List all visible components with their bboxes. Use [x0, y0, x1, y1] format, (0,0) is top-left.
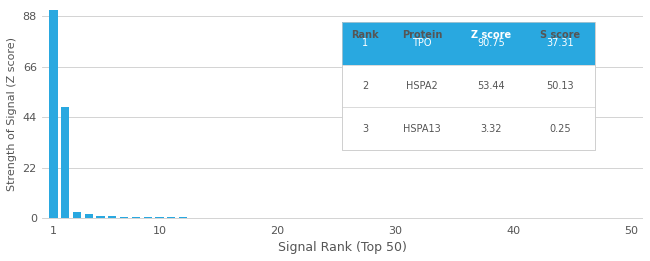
Y-axis label: Strength of Signal (Z score): Strength of Signal (Z score) [7, 37, 17, 191]
Text: Z score: Z score [471, 30, 512, 40]
Bar [109, 216, 116, 218]
Bar [96, 216, 105, 218]
Text: 90.75: 90.75 [477, 38, 505, 48]
Bar [73, 212, 81, 218]
Text: S score: S score [540, 30, 580, 40]
Bar [155, 217, 164, 218]
Text: Rank: Rank [351, 30, 379, 40]
Text: 0.25: 0.25 [549, 124, 571, 134]
Bar [61, 107, 70, 218]
Text: HSPA2: HSPA2 [406, 81, 438, 91]
Text: 3.32: 3.32 [480, 124, 502, 134]
Bar [120, 217, 128, 218]
Bar [144, 217, 152, 218]
Bar [84, 214, 93, 218]
Bar [49, 10, 58, 218]
Text: HSPA13: HSPA13 [403, 124, 441, 134]
Text: 50.13: 50.13 [547, 81, 574, 91]
Bar [191, 217, 199, 218]
Bar [167, 217, 176, 218]
Text: 37.31: 37.31 [547, 38, 574, 48]
Text: Protein: Protein [402, 30, 442, 40]
Bar [179, 217, 187, 218]
FancyBboxPatch shape [343, 22, 595, 150]
X-axis label: Signal Rank (Top 50): Signal Rank (Top 50) [278, 241, 407, 254]
Text: 3: 3 [362, 124, 368, 134]
Bar [132, 217, 140, 218]
Text: TPO: TPO [412, 38, 432, 48]
Text: 2: 2 [362, 81, 368, 91]
Text: 1: 1 [362, 38, 368, 48]
FancyBboxPatch shape [343, 22, 595, 65]
FancyBboxPatch shape [456, 22, 526, 48]
Text: 53.44: 53.44 [477, 81, 505, 91]
